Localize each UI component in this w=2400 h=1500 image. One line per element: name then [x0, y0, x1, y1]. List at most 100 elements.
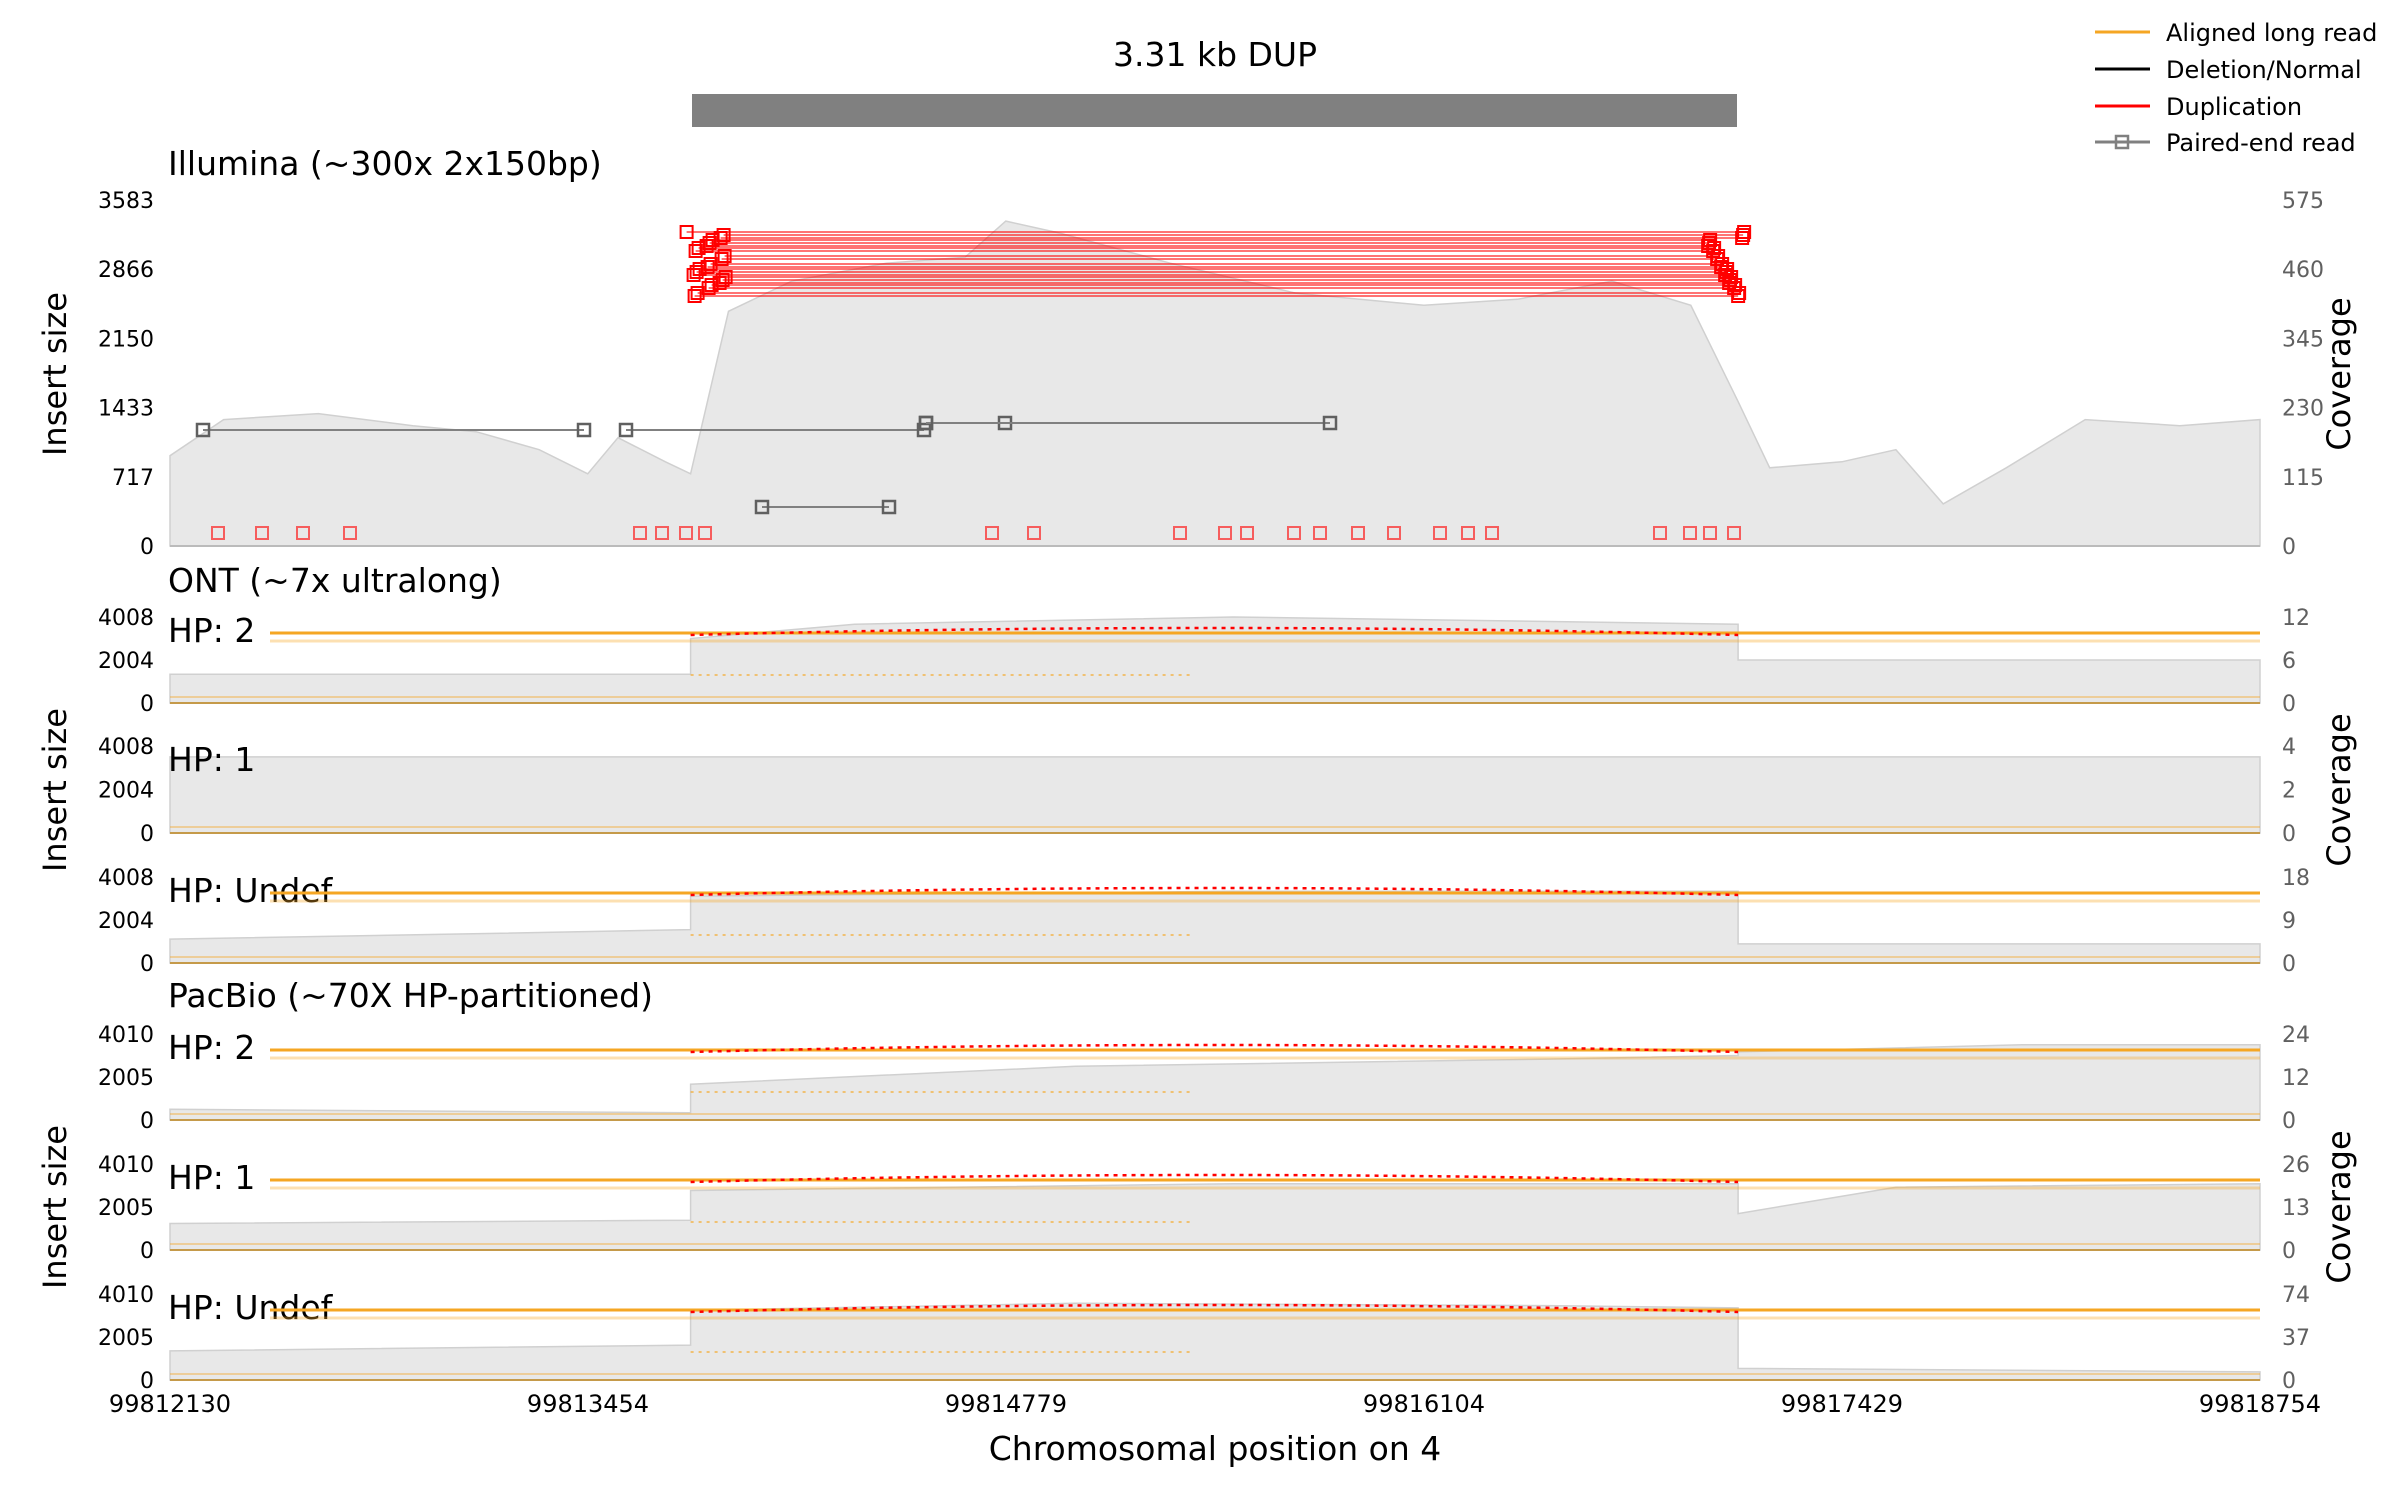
duplication-link — [690, 1173, 1739, 1184]
y-tick-label: 0 — [140, 1239, 154, 1264]
panels: 3583286621501433717057546034523011504008… — [98, 189, 2324, 1394]
coverage-tick-label: 37 — [2282, 1326, 2310, 1351]
coverage-tick-label: 9 — [2282, 909, 2296, 934]
read-marker — [1727, 526, 1741, 540]
read-marker — [1485, 526, 1499, 540]
y-tick-label: 4008 — [98, 866, 154, 891]
read-marker — [1714, 260, 1729, 274]
read-marker — [1461, 526, 1475, 540]
y2-axis-label-illumina: Coverage — [2320, 297, 2358, 450]
coverage-tick-label: 0 — [2282, 692, 2296, 717]
coverage-tick-label: 13 — [2282, 1196, 2310, 1221]
coverage-tick-label: 0 — [2282, 1369, 2296, 1394]
coverage-tick-label: 24 — [2282, 1023, 2310, 1048]
x-tick-label: 99812130 — [109, 1390, 231, 1418]
coverage-tick-label: 26 — [2282, 1153, 2310, 1178]
x-tick-label: 99818754 — [2199, 1390, 2321, 1418]
x-tick-label: 99814779 — [945, 1390, 1067, 1418]
panel-ont-hp1: 4008 2004 0 4 2 0 HP: 1 — [98, 735, 2296, 847]
y-tick-label: 717 — [112, 466, 154, 491]
read-marker — [1240, 526, 1254, 540]
coverage-area — [169, 756, 2261, 834]
legend-label: Paired-end read — [2166, 129, 2356, 157]
read-marker — [1173, 526, 1187, 540]
read-marker — [1218, 526, 1232, 540]
duplication-link — [690, 886, 1739, 897]
y-tick-label: 2150 — [98, 327, 154, 352]
read-marker — [255, 526, 269, 540]
read-marker — [716, 228, 731, 242]
coverage-area — [169, 1044, 2261, 1121]
read-marker — [1701, 239, 1716, 253]
coverage-area — [169, 616, 2261, 704]
panel-illumina: 3583 2866 2150 1433 717 0 575 460 345 230 115 0 — [98, 189, 2324, 560]
read-marker — [1735, 231, 1750, 245]
duplication-read-pairs — [679, 225, 1752, 303]
read-marker — [343, 526, 357, 540]
y-tick-label: 2005 — [98, 1066, 154, 1091]
x-axis-label: Chromosomal position on 4 — [989, 1429, 1442, 1468]
read-marker — [1351, 526, 1365, 540]
read-marker — [918, 415, 934, 431]
read-marker — [1322, 415, 1338, 431]
coverage-tick-label: 230 — [2282, 397, 2324, 422]
read-marker — [699, 239, 714, 253]
legend-item-duplication: Duplication — [2095, 93, 2302, 121]
read-marker — [1387, 526, 1401, 540]
section-title-illumina: Illumina (~300x 2x150bp) — [168, 144, 602, 183]
y-tick-label: 0 — [140, 822, 154, 847]
x-tick-label: 99813454 — [527, 1390, 649, 1418]
legend-label: Deletion/Normal — [2166, 56, 2362, 84]
x-tick-label: 99816104 — [1363, 1390, 1485, 1418]
y-tick-label: 4008 — [98, 735, 154, 760]
chart-title: 3.31 kb DUP — [1113, 35, 1317, 74]
legend-item-aligned-long-read: Aligned long read — [2095, 19, 2377, 47]
legend-item-deletion-normal: Deletion/Normal — [2095, 56, 2362, 84]
y-tick-label: 0 — [140, 692, 154, 717]
legend-marker — [2114, 134, 2130, 150]
read-marker — [195, 422, 211, 438]
coverage-tick-label: 12 — [2282, 1066, 2310, 1091]
y-tick-label: 4008 — [98, 606, 154, 631]
y-tick-label: 2866 — [98, 258, 154, 283]
y-tick-label: 1433 — [98, 397, 154, 422]
section-title-pacbio: PacBio (~70X HP-partitioned) — [168, 976, 653, 1015]
legend-label: Aligned long read — [2166, 19, 2377, 47]
read-marker — [1703, 526, 1717, 540]
coverage-tick-label: 12 — [2282, 606, 2310, 631]
y-tick-label: 0 — [140, 1369, 154, 1394]
y-tick-label: 4010 — [98, 1023, 154, 1048]
coverage-tick-label: 0 — [2282, 952, 2296, 977]
read-marker — [698, 526, 712, 540]
y-tick-label: 0 — [140, 952, 154, 977]
panel-pacbio-hp1: 4010 2005 0 26 13 0 HP: 1 — [98, 1153, 2310, 1264]
haplotype-label: HP: 2 — [168, 611, 255, 650]
legend-label: Duplication — [2166, 93, 2302, 121]
read-marker — [1722, 276, 1737, 290]
y-tick-label: 2004 — [98, 649, 154, 674]
x-axis: 99812130 99813454 99814779 99816104 99817429… — [109, 1390, 2321, 1418]
panel-ont-hp2: 4008 2004 0 12 6 0 HP: 2 — [98, 606, 2310, 717]
legend: Aligned long read Deletion/Normal Duplic… — [2095, 19, 2377, 157]
read-marker — [1287, 526, 1301, 540]
read-marker — [1433, 526, 1447, 540]
read-marker — [713, 231, 728, 245]
read-marker — [576, 422, 592, 438]
haplotype-label: HP: 1 — [168, 740, 255, 779]
panel-pacbio-hp2: 4010 2005 0 24 12 0 HP: 2 — [98, 1023, 2310, 1134]
y-tick-label: 2005 — [98, 1196, 154, 1221]
y2-axis-label-ont: Coverage — [2320, 713, 2358, 866]
read-marker — [1710, 252, 1725, 266]
y-tick-label: 0 — [140, 535, 154, 560]
coverage-tick-label: 345 — [2282, 327, 2324, 352]
coverage-tick-label: 6 — [2282, 649, 2296, 674]
read-marker — [700, 260, 715, 274]
coverage-tick-label: 0 — [2282, 1239, 2296, 1264]
coverage-tick-label: 2 — [2282, 779, 2296, 804]
read-marker — [881, 499, 897, 515]
read-marker — [211, 526, 225, 540]
coverage-area — [169, 1183, 2261, 1251]
y-tick-label: 0 — [140, 1109, 154, 1134]
read-marker — [714, 252, 729, 266]
